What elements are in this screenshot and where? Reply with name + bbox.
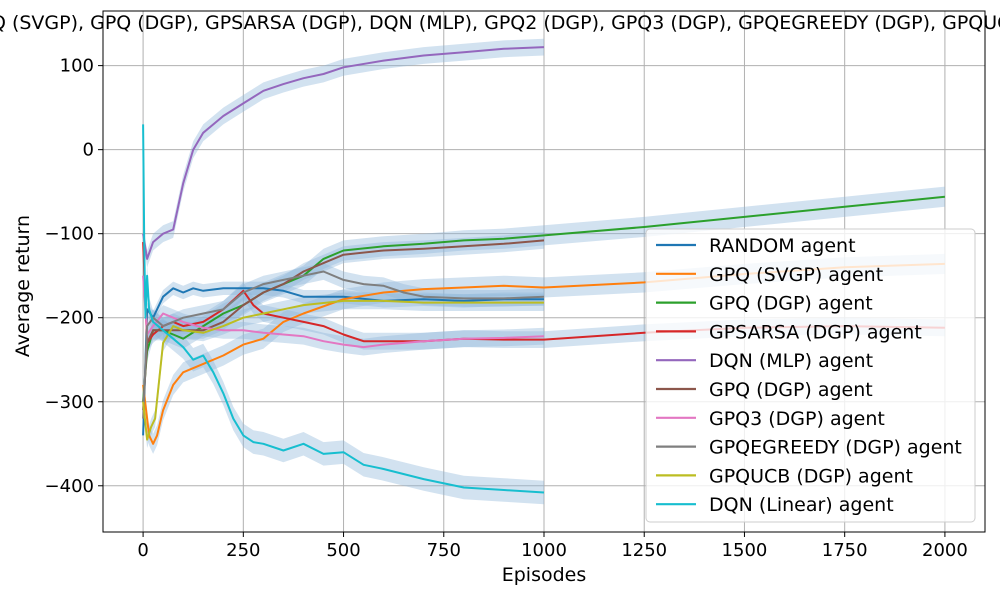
axis-ticks: 0 250 500 750 1000 1250 1500 1750 2000−400−300−2… [45, 56, 968, 561]
series-line [142, 299, 544, 441]
y-tick-label: −200 [45, 308, 94, 329]
confidence-band [143, 186, 945, 412]
y-tick-label: 0 [83, 140, 94, 161]
legend-label: GPQUCB (DGP) agent [709, 465, 913, 487]
legend-label: GPSARSA (DGP) agent [709, 321, 922, 343]
y-tick-label: −100 [45, 224, 94, 245]
legend-label: GPQ (DGP) agent [709, 379, 873, 401]
series-line [142, 124, 545, 494]
y-axis-label: Average return [12, 215, 34, 357]
legend-items: RANDOM agent GPQ (SVGP) agent GPQ (DGP) ag… [656, 235, 962, 516]
legend-box [645, 228, 976, 523]
x-tick-label: 750 [427, 540, 461, 561]
y-tick-label: −400 [45, 476, 94, 497]
series-line [142, 270, 545, 419]
x-tick-label: 1750 [822, 540, 868, 561]
y-tick-label: 100 [60, 56, 94, 77]
confidence-band [143, 267, 544, 356]
x-tick-label: 250 [226, 540, 260, 561]
legend: RANDOM agent GPQ (SVGP) agent GPQ (DGP) ag… [645, 228, 976, 523]
x-tick-label: 1000 [521, 540, 567, 561]
confidence-band [143, 292, 544, 448]
x-tick-label: 1500 [722, 540, 768, 561]
chart-title: RANDOM, GPQ (SVGP), GPQ (DGP), GPSARSA (… [0, 12, 1000, 34]
legend-label: GPQ (SVGP) agent [709, 264, 883, 286]
legend-label: DQN (MLP) agent [709, 350, 873, 372]
legend-label: RANDOM agent [709, 235, 856, 257]
confidence-band [143, 263, 544, 427]
legend-label: DQN (Linear) agent [709, 494, 894, 516]
legend-label: GPQEGREEDY (DGP) agent [709, 437, 962, 459]
confidence-band [143, 253, 945, 454]
y-tick-label: −300 [45, 392, 94, 413]
x-tick-label: 500 [326, 540, 360, 561]
series-line [142, 262, 945, 445]
x-tick-label: 0 [137, 540, 148, 561]
legend-label: GPQ3 (DGP) agent [709, 408, 885, 430]
confidence-band [143, 38, 544, 268]
x-axis-label: Episodes [502, 564, 587, 586]
series-line [142, 46, 545, 260]
x-tick-label: 1250 [621, 540, 667, 561]
x-tick-label: 2000 [922, 540, 968, 561]
series-line [142, 287, 544, 436]
series-line [142, 275, 545, 349]
legend-label: GPQ (DGP) agent [709, 293, 873, 315]
series-lines [142, 46, 946, 494]
